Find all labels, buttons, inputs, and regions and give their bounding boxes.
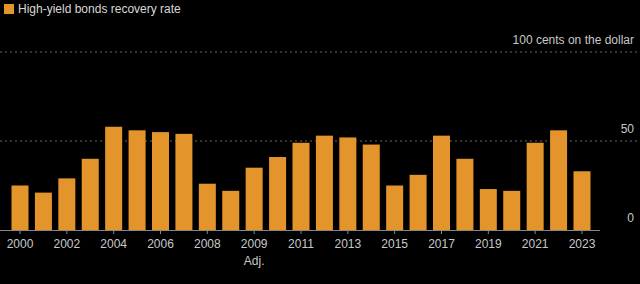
bar: [129, 130, 146, 230]
x-tick-label: 2002: [53, 237, 80, 251]
bar: [386, 186, 403, 231]
x-tick-mark: [535, 230, 536, 234]
x-tick-label-line: 2000: [7, 237, 34, 251]
bar: [12, 186, 29, 231]
chart-root: 0 50 100 cents on the dollar 2000 2002 2004 20…: [0, 0, 640, 284]
bar: [480, 189, 497, 230]
x-tick-label: 2006: [147, 237, 174, 251]
x-tick-label-line: 2021: [522, 237, 549, 251]
x-tick-mark: [207, 230, 208, 234]
x-tick-label: 2011: [288, 237, 314, 251]
x-tick-label-line: 2023: [569, 237, 596, 251]
bar: [339, 137, 356, 230]
x-tick-label: 2009 Adj.: [241, 237, 268, 268]
x-tick-label-line: 2013: [334, 237, 361, 251]
bar: [105, 127, 122, 230]
y-tick-label: 100 cents on the dollar: [513, 33, 634, 47]
x-tick-label: 2013: [334, 237, 361, 251]
x-tick-label-line: 2006: [147, 237, 174, 251]
background: [0, 0, 640, 284]
bar: [433, 136, 450, 230]
x-tick-label-line: 2019: [475, 237, 502, 251]
bar: [175, 134, 192, 230]
grid-line: [0, 52, 640, 53]
x-tick-label-line: 2008: [194, 237, 221, 251]
x-tick-label: 2023: [569, 237, 596, 251]
x-tick-label-line: 2004: [100, 237, 127, 251]
x-axis-line: [0, 230, 600, 231]
x-tick-label-line: 2017: [428, 237, 455, 251]
bar: [35, 193, 52, 230]
x-tick-label: 2004: [100, 237, 127, 251]
y-tick-label: 0: [627, 211, 634, 225]
x-tick-label-line: 2011: [288, 237, 314, 251]
bar: [550, 130, 567, 230]
bar: [58, 178, 75, 230]
x-tick-label: 2017: [428, 237, 455, 251]
legend-swatch: [4, 4, 14, 14]
x-tick-mark: [441, 230, 442, 234]
x-tick-label: 2000: [7, 237, 34, 251]
bar: [410, 175, 427, 230]
x-tick-label-line: 2009: [241, 237, 268, 251]
x-tick-mark: [394, 230, 395, 234]
bar: [316, 136, 333, 230]
bar: [503, 191, 520, 230]
bar: [152, 132, 169, 230]
x-tick-label: 2008: [194, 237, 221, 251]
bar: [574, 171, 591, 230]
x-tick-mark: [488, 230, 489, 234]
x-tick-mark: [113, 230, 114, 234]
x-tick-label-line: 2015: [381, 237, 408, 251]
bar: [269, 157, 286, 230]
bar: [293, 143, 310, 230]
x-tick-mark: [347, 230, 348, 234]
x-tick-label: 2015: [381, 237, 408, 251]
x-tick-mark: [20, 230, 21, 234]
bar: [363, 145, 380, 230]
legend-label: High-yield bonds recovery rate: [18, 2, 181, 16]
tick-mark: [600, 230, 640, 231]
x-tick-mark: [254, 230, 255, 234]
bar: [199, 184, 216, 230]
bar: [456, 159, 473, 230]
x-tick-label: 2021: [522, 237, 549, 251]
bar: [246, 168, 263, 230]
y-tick-label: 50: [621, 122, 635, 136]
bar: [82, 159, 99, 230]
bar: [527, 143, 544, 230]
bar: [222, 191, 239, 230]
x-tick-label-line: 2002: [53, 237, 80, 251]
x-tick-mark: [301, 230, 302, 234]
x-tick-mark: [66, 230, 67, 234]
x-tick-label-line: Adj.: [244, 254, 265, 268]
x-tick-mark: [160, 230, 161, 234]
bars: [12, 127, 591, 230]
x-tick-label: 2019: [475, 237, 502, 251]
x-tick-mark: [582, 230, 583, 234]
